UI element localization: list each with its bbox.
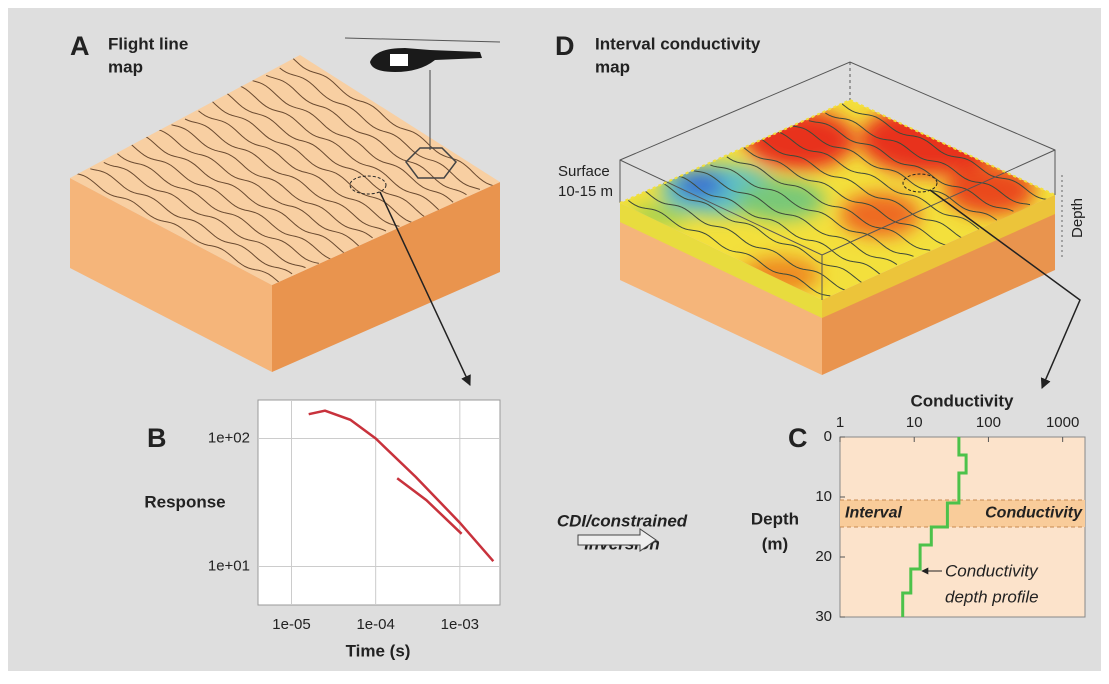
x-tick-label: 100: [976, 414, 1001, 431]
arrow-label: CDI/constrained: [557, 511, 688, 530]
y-tick-label: 20: [815, 548, 832, 565]
interval-label: Interval: [845, 505, 902, 522]
interval-label: Conductivity: [985, 505, 1083, 522]
x-tick-label: 1e-03: [441, 616, 479, 633]
depth-label: Depth: [1069, 198, 1086, 238]
y-axis-label: (m): [762, 534, 788, 553]
x-axis-label: Conductivity: [911, 391, 1014, 410]
panel-letter: A: [70, 31, 90, 61]
y-tick-label: 0: [824, 428, 832, 445]
y-tick-label: 30: [815, 608, 832, 625]
y-tick-label: 10: [815, 488, 832, 505]
y-axis-label: Response: [144, 492, 225, 511]
shape: [390, 54, 408, 66]
x-tick-label: 1: [836, 414, 844, 431]
x-tick-label: 1000: [1046, 414, 1079, 431]
panel-title: Flight line: [108, 34, 188, 53]
shape: [735, 180, 825, 220]
plot-area: [258, 400, 500, 605]
y-tick-label: 1e+01: [208, 557, 250, 574]
panel-title: map: [595, 57, 630, 76]
surface-label: 10-15 m: [558, 183, 613, 200]
y-tick-label: 1e+02: [208, 429, 250, 446]
shape: [840, 193, 920, 237]
panel-letter: C: [788, 423, 808, 453]
panel-title: Interval conductivity: [595, 34, 761, 53]
x-tick-label: 1e-04: [356, 616, 394, 633]
figure: A Flight line map D Interval conductivit…: [0, 0, 1109, 679]
x-axis-label: Time (s): [346, 641, 411, 660]
profile-label: depth profile: [945, 587, 1039, 606]
panel-letter: B: [147, 423, 167, 453]
surface-label: Surface: [558, 163, 610, 180]
profile-label: Conductivity: [945, 561, 1039, 580]
x-tick-label: 10: [906, 414, 923, 431]
x-tick-label: 1e-05: [272, 616, 310, 633]
y-axis-label: Depth: [751, 509, 799, 528]
panel-letter: D: [555, 31, 575, 61]
panel-title: map: [108, 57, 143, 76]
